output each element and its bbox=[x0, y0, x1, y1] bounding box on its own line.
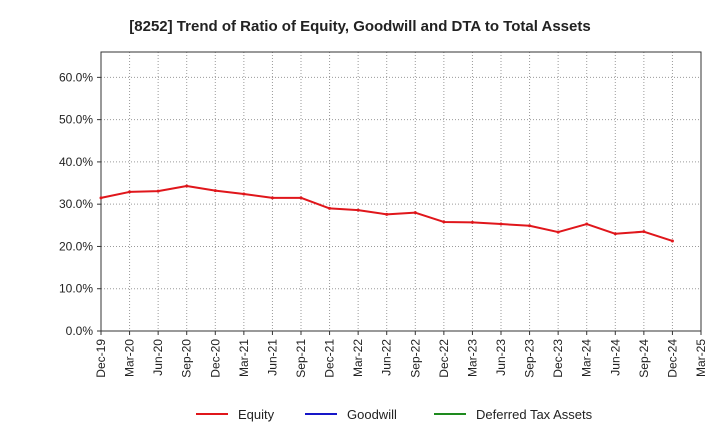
x-tick-label: Dec-20 bbox=[208, 339, 222, 378]
x-tick-label: Dec-24 bbox=[665, 339, 679, 378]
x-tick-label: Sep-20 bbox=[180, 339, 194, 378]
y-tick-label: 60.0% bbox=[59, 70, 93, 84]
y-axis-ticks: 0.0% 10.0% 20.0% 30.0% 40.0% 50.0% 60.0% bbox=[59, 70, 101, 338]
x-tick-label: Dec-23 bbox=[551, 339, 565, 378]
x-tick-label: Sep-21 bbox=[294, 339, 308, 378]
data-point bbox=[442, 220, 446, 224]
data-point bbox=[270, 196, 274, 200]
data-point bbox=[385, 212, 389, 216]
x-tick-label: Mar-24 bbox=[580, 339, 594, 377]
data-point bbox=[213, 189, 217, 193]
legend-label: Deferred Tax Assets bbox=[476, 407, 593, 422]
data-point bbox=[99, 196, 103, 200]
x-tick-label: Jun-23 bbox=[494, 339, 508, 376]
x-tick-label: Mar-22 bbox=[351, 339, 365, 377]
data-point bbox=[413, 211, 417, 215]
data-point bbox=[328, 206, 332, 210]
x-tick-label: Sep-24 bbox=[637, 339, 651, 378]
data-point bbox=[613, 232, 617, 236]
data-point bbox=[185, 184, 189, 188]
data-point bbox=[299, 196, 303, 200]
data-point bbox=[499, 222, 503, 226]
x-tick-label: Jun-24 bbox=[608, 339, 622, 376]
x-tick-label: Mar-23 bbox=[465, 339, 479, 377]
data-point bbox=[585, 222, 589, 226]
grid bbox=[100, 52, 702, 331]
legend-label: Equity bbox=[238, 407, 275, 422]
x-tick-label: Jun-20 bbox=[151, 339, 165, 376]
y-tick-label: 10.0% bbox=[59, 282, 93, 296]
x-tick-label: Dec-21 bbox=[323, 339, 337, 378]
y-tick-label: 30.0% bbox=[59, 197, 93, 211]
axes bbox=[100, 51, 702, 332]
x-tick-label: Sep-22 bbox=[408, 339, 422, 378]
data-point bbox=[556, 230, 560, 234]
y-tick-label: 20.0% bbox=[59, 239, 93, 253]
legend-label: Goodwill bbox=[347, 407, 397, 422]
x-tick-label: Mar-20 bbox=[123, 339, 137, 377]
x-tick-label: Sep-23 bbox=[523, 339, 537, 378]
x-tick-label: Dec-19 bbox=[94, 339, 108, 378]
data-point bbox=[356, 208, 360, 212]
data-point bbox=[156, 189, 160, 193]
x-tick-label: Jun-22 bbox=[380, 339, 394, 376]
x-tick-label: Dec-22 bbox=[437, 339, 451, 378]
legend: Equity Goodwill Deferred Tax Assets bbox=[196, 407, 593, 422]
chart-title: [8252] Trend of Ratio of Equity, Goodwil… bbox=[129, 18, 590, 35]
data-point bbox=[670, 239, 674, 243]
series-lines bbox=[99, 184, 674, 243]
y-tick-label: 40.0% bbox=[59, 155, 93, 169]
x-tick-label: Mar-21 bbox=[237, 339, 251, 377]
x-axis-ticks: Dec-19 Mar-20 Jun-20 Sep-20 Dec-20 Mar-21 Jun-… bbox=[94, 331, 708, 378]
data-point bbox=[642, 230, 646, 234]
x-tick-label: Jun-21 bbox=[265, 339, 279, 376]
data-point bbox=[528, 224, 532, 228]
data-point bbox=[242, 192, 246, 196]
data-point bbox=[470, 220, 474, 224]
data-point bbox=[128, 190, 132, 194]
x-tick-label: Mar-25 bbox=[694, 339, 708, 377]
y-tick-label: 50.0% bbox=[59, 113, 93, 127]
plot-frame bbox=[100, 51, 702, 332]
y-tick-label: 0.0% bbox=[66, 324, 94, 338]
